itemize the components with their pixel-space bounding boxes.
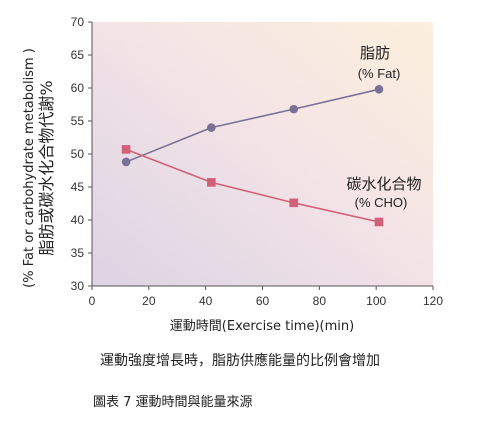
x-tick-label: 80 bbox=[313, 294, 327, 308]
x-axis-title: 運動時間(Exercise time)(min) bbox=[170, 319, 354, 334]
series-line-0 bbox=[125, 88, 380, 163]
data-point-0 bbox=[207, 123, 216, 132]
y-tick-label: 55 bbox=[71, 114, 85, 128]
line-chart: 30 35 40 45 50 55 60 65 70 0 20 40 60 80 100 120 (% Fat… bbox=[22, 15, 444, 334]
x-tick-label: 20 bbox=[142, 294, 156, 308]
ticks: 30 35 40 45 50 55 60 65 70 0 20 40 60 80 100 120 bbox=[71, 15, 444, 308]
x-tick-label: 60 bbox=[256, 294, 270, 308]
series-layer bbox=[121, 85, 384, 227]
data-point-1 bbox=[121, 145, 131, 154]
figure-label: 圖表 7 運動時間與能量來源 bbox=[93, 395, 253, 410]
data-point-1 bbox=[289, 198, 299, 208]
y-tick-label: 65 bbox=[71, 48, 85, 62]
y-tick-label: 35 bbox=[71, 246, 85, 260]
x-tick-label: 0 bbox=[89, 294, 96, 308]
y-tick-label: 45 bbox=[71, 180, 85, 194]
data-point-0 bbox=[289, 104, 299, 114]
caption: 運動強度增長時，脂肪供應能量的比例會增加 bbox=[100, 353, 380, 369]
data-point-0 bbox=[121, 157, 131, 167]
y-tick-label: 40 bbox=[71, 213, 85, 227]
y-tick-label: 50 bbox=[71, 147, 85, 161]
y-tick-label: 70 bbox=[71, 15, 85, 29]
data-point-0 bbox=[374, 85, 384, 94]
y-axis-title-en: (% Fat or carbohydrate metabolism ) bbox=[22, 48, 37, 288]
plot-area bbox=[92, 22, 433, 286]
data-point-1 bbox=[374, 217, 384, 227]
series-label-fat-zh: 脂肪 bbox=[360, 44, 390, 62]
series-label-fat-en: (% Fat) bbox=[358, 66, 401, 81]
y-axis-title-zh: 脂肪或碳水化合物代謝% bbox=[37, 80, 56, 255]
y-tick-label: 30 bbox=[71, 279, 85, 293]
data-point-1 bbox=[207, 178, 216, 187]
series-label-cho-zh: 碳水化合物 bbox=[346, 175, 421, 193]
x-tick-label: 100 bbox=[366, 294, 386, 308]
y-tick-label: 60 bbox=[71, 81, 85, 95]
series-line-1 bbox=[125, 148, 380, 223]
x-tick-label: 120 bbox=[423, 294, 443, 308]
series-label-cho-en: (% CHO) bbox=[355, 195, 408, 210]
x-tick-label: 40 bbox=[199, 294, 213, 308]
